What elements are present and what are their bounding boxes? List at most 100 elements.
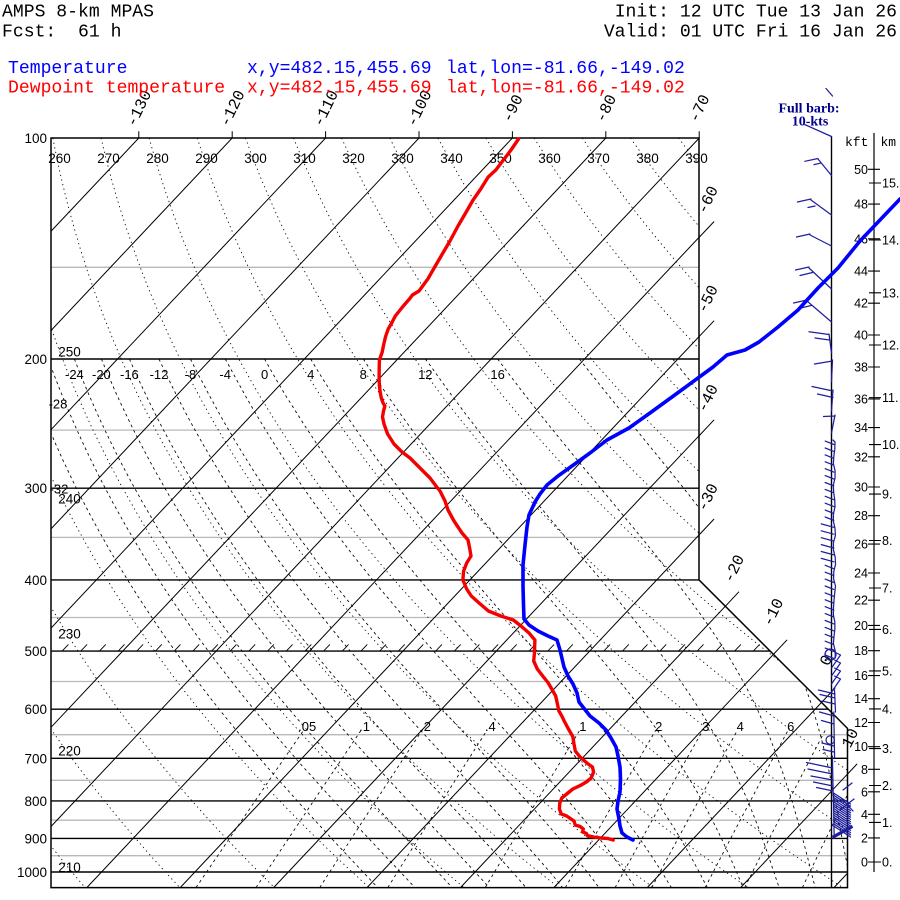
svg-text:8: 8: [861, 763, 868, 777]
svg-text:4: 4: [307, 367, 314, 382]
svg-text:50: 50: [854, 163, 868, 177]
svg-text:10-kts: 10-kts: [792, 115, 829, 130]
svg-text:12.: 12.: [882, 339, 899, 353]
svg-text:-24: -24: [65, 367, 84, 382]
svg-text:400: 400: [24, 573, 47, 588]
svg-text:24: 24: [854, 567, 868, 581]
svg-text:230: 230: [58, 627, 81, 642]
svg-text:Valid: 01 UTC Fri 16 Jan 26: Valid: 01 UTC Fri 16 Jan 26: [604, 23, 897, 43]
svg-text:250: 250: [58, 345, 81, 360]
svg-text:22: 22: [854, 594, 868, 608]
svg-text:6.: 6.: [882, 623, 892, 637]
svg-text:.4: .4: [485, 719, 496, 734]
svg-text:700: 700: [24, 751, 47, 766]
svg-text:6: 6: [787, 719, 794, 734]
svg-text:Temperature: Temperature: [8, 59, 127, 79]
svg-text:0: 0: [861, 856, 868, 870]
svg-text:x,y=482.15,455.69: x,y=482.15,455.69: [247, 59, 432, 79]
svg-text:32: 32: [854, 450, 868, 464]
svg-text:5.: 5.: [882, 664, 892, 678]
svg-text:14: 14: [854, 692, 868, 706]
svg-text:360: 360: [538, 151, 561, 166]
svg-text:6: 6: [861, 785, 868, 799]
svg-text:44: 44: [854, 265, 868, 279]
svg-text:300: 300: [24, 481, 47, 496]
svg-text:-32: -32: [50, 482, 69, 497]
svg-text:kft: kft: [845, 135, 868, 150]
svg-text:370: 370: [587, 151, 610, 166]
svg-text:9.: 9.: [882, 488, 892, 502]
svg-text:340: 340: [440, 151, 463, 166]
svg-text:800: 800: [24, 794, 47, 809]
svg-text:36: 36: [854, 393, 868, 407]
svg-text:270: 270: [97, 151, 120, 166]
svg-text:600: 600: [24, 702, 47, 717]
svg-text:48: 48: [854, 198, 868, 212]
svg-text:42: 42: [854, 297, 868, 311]
svg-text:2.: 2.: [882, 779, 892, 793]
svg-text:280: 280: [146, 151, 169, 166]
svg-text:3.: 3.: [882, 742, 892, 756]
svg-text:x,y=482.15,455.69: x,y=482.15,455.69: [247, 79, 432, 99]
svg-text:-16: -16: [120, 367, 139, 382]
svg-text:4: 4: [737, 719, 744, 734]
svg-text:26: 26: [854, 538, 868, 552]
svg-text:-4: -4: [219, 367, 231, 382]
svg-text:1.: 1.: [882, 816, 892, 830]
svg-text:390: 390: [685, 151, 708, 166]
svg-text:7.: 7.: [882, 582, 892, 596]
svg-text:1000: 1000: [17, 865, 47, 880]
svg-text:Init: 12 UTC Tue 13 Jan 26: Init: 12 UTC Tue 13 Jan 26: [615, 3, 897, 23]
svg-text:40: 40: [854, 329, 868, 343]
svg-text:18: 18: [854, 644, 868, 658]
svg-text:310: 310: [293, 151, 316, 166]
svg-text:16: 16: [490, 367, 504, 382]
svg-text:Fcst: 61 h: Fcst: 61 h: [2, 23, 121, 43]
svg-text:210: 210: [58, 860, 81, 875]
svg-text:28: 28: [854, 509, 868, 523]
svg-text:km: km: [881, 135, 897, 150]
svg-text:14.: 14.: [882, 234, 899, 248]
svg-text:3: 3: [702, 719, 709, 734]
svg-text:100: 100: [24, 131, 47, 146]
svg-text:13.: 13.: [882, 286, 899, 300]
svg-text:4: 4: [861, 808, 868, 822]
svg-text:900: 900: [24, 831, 47, 846]
svg-text:AMPS 8-km MPAS: AMPS 8-km MPAS: [2, 3, 154, 23]
svg-text:-8: -8: [185, 367, 197, 382]
svg-text:lat,lon=-81.66,-149.02: lat,lon=-81.66,-149.02: [446, 59, 685, 79]
svg-text:-28: -28: [49, 397, 68, 412]
svg-text:8: 8: [360, 367, 367, 382]
svg-text:300: 300: [244, 151, 267, 166]
svg-text:11.: 11.: [882, 391, 898, 405]
svg-text:Dewpoint temperature: Dewpoint temperature: [8, 79, 225, 99]
svg-text:4.: 4.: [882, 702, 892, 716]
svg-text:8.: 8.: [882, 534, 892, 548]
svg-text:20: 20: [854, 619, 868, 633]
svg-text:0: 0: [261, 367, 268, 382]
svg-text:16: 16: [854, 669, 868, 683]
svg-text:0.: 0.: [882, 856, 892, 870]
svg-text:10: 10: [854, 740, 868, 754]
svg-text:500: 500: [24, 644, 47, 659]
svg-text:38: 38: [854, 361, 868, 375]
svg-text:220: 220: [58, 744, 81, 759]
svg-text:240: 240: [58, 492, 81, 507]
svg-text:2: 2: [655, 719, 662, 734]
svg-text:320: 320: [342, 151, 365, 166]
svg-text:12: 12: [854, 716, 868, 730]
svg-text:Full barb:: Full barb:: [778, 102, 839, 117]
svg-text:30: 30: [854, 481, 868, 495]
svg-text:330: 330: [391, 151, 414, 166]
svg-text:12: 12: [418, 367, 432, 382]
svg-text:lat,lon=-81.66,-149.02: lat,lon=-81.66,-149.02: [446, 79, 685, 99]
svg-text:2: 2: [861, 831, 868, 845]
svg-text:10.: 10.: [882, 438, 899, 452]
svg-text:290: 290: [195, 151, 218, 166]
svg-text:200: 200: [24, 352, 47, 367]
svg-text:.1: .1: [359, 719, 370, 734]
svg-text:15.: 15.: [882, 177, 899, 191]
svg-text:-20: -20: [92, 367, 111, 382]
svg-text:34: 34: [854, 421, 868, 435]
svg-text:1: 1: [579, 719, 586, 734]
